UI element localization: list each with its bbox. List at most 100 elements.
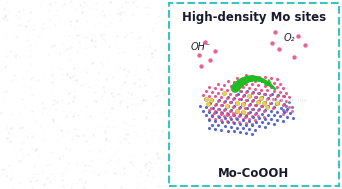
Point xyxy=(231,112,236,115)
Point xyxy=(225,129,230,132)
Point xyxy=(263,92,268,95)
Point xyxy=(284,109,289,112)
Point xyxy=(253,128,258,131)
Point xyxy=(207,110,212,113)
Point xyxy=(278,98,284,101)
Point xyxy=(262,100,268,103)
Point xyxy=(262,117,267,120)
Point xyxy=(235,101,240,104)
Point xyxy=(225,105,230,108)
Point xyxy=(240,117,245,120)
Point xyxy=(275,102,280,105)
Point xyxy=(261,101,267,104)
Point xyxy=(256,91,262,94)
Point xyxy=(215,91,221,94)
Point xyxy=(240,127,246,130)
Point xyxy=(231,113,237,116)
Point xyxy=(231,105,236,108)
Point xyxy=(265,122,271,125)
Point xyxy=(237,114,243,117)
Point xyxy=(218,112,223,115)
Point xyxy=(203,114,209,117)
Point xyxy=(274,77,280,81)
Point xyxy=(267,102,273,105)
Point xyxy=(222,116,227,119)
Point xyxy=(212,95,218,98)
Point xyxy=(222,108,228,111)
Point xyxy=(221,108,226,112)
Point xyxy=(253,112,259,115)
Point xyxy=(249,108,254,111)
Point xyxy=(202,40,207,43)
Point xyxy=(272,114,277,117)
Point xyxy=(235,109,240,112)
Point xyxy=(210,106,215,109)
Point xyxy=(242,115,248,118)
Text: Mo-CoOOH: Mo-CoOOH xyxy=(218,167,290,180)
Point xyxy=(277,99,282,102)
Point xyxy=(281,119,286,122)
Point xyxy=(283,104,289,107)
Point xyxy=(244,115,249,118)
Point xyxy=(281,111,286,114)
Point xyxy=(213,111,218,114)
Point xyxy=(203,97,208,100)
Point xyxy=(206,86,212,89)
Point xyxy=(234,77,240,80)
Point xyxy=(252,104,258,107)
Point xyxy=(259,97,264,100)
Point xyxy=(225,121,231,124)
Point xyxy=(207,102,212,105)
Point xyxy=(238,97,243,100)
Point xyxy=(227,93,233,96)
Point xyxy=(240,78,246,81)
Point xyxy=(200,93,205,96)
Point xyxy=(276,48,281,51)
Point xyxy=(228,84,233,87)
Point xyxy=(253,103,259,106)
Point xyxy=(255,92,261,95)
Point xyxy=(246,103,251,106)
Point xyxy=(209,113,214,116)
Point xyxy=(246,94,251,98)
Text: 100 nm: 100 nm xyxy=(13,163,40,169)
Point xyxy=(266,97,271,100)
Point xyxy=(268,85,273,88)
Point xyxy=(240,94,246,97)
Point xyxy=(265,97,270,100)
Point xyxy=(287,105,292,108)
Point xyxy=(203,98,208,101)
Point xyxy=(237,90,242,93)
Point xyxy=(234,110,239,113)
Point xyxy=(284,107,289,110)
Point xyxy=(252,96,258,99)
Point xyxy=(206,102,211,105)
Point xyxy=(252,119,258,122)
Point xyxy=(215,83,221,86)
Point xyxy=(275,94,280,97)
Point xyxy=(284,115,289,119)
Point xyxy=(232,97,237,100)
Point xyxy=(240,102,245,105)
Point xyxy=(262,84,267,87)
Point xyxy=(209,99,214,102)
Point xyxy=(259,88,264,91)
Point xyxy=(244,106,249,109)
Point xyxy=(219,87,224,90)
Point xyxy=(272,31,278,34)
Point xyxy=(228,117,234,120)
Point xyxy=(197,105,203,108)
Point xyxy=(243,90,249,93)
Point xyxy=(265,81,271,84)
Point xyxy=(287,101,292,104)
Point xyxy=(241,110,246,113)
Point xyxy=(247,103,252,106)
Point xyxy=(212,50,218,53)
Point xyxy=(262,116,267,119)
Point xyxy=(219,110,224,113)
Point xyxy=(216,99,222,102)
Point xyxy=(227,116,233,119)
Point xyxy=(243,122,248,125)
Point xyxy=(227,109,233,112)
Point xyxy=(261,101,267,104)
